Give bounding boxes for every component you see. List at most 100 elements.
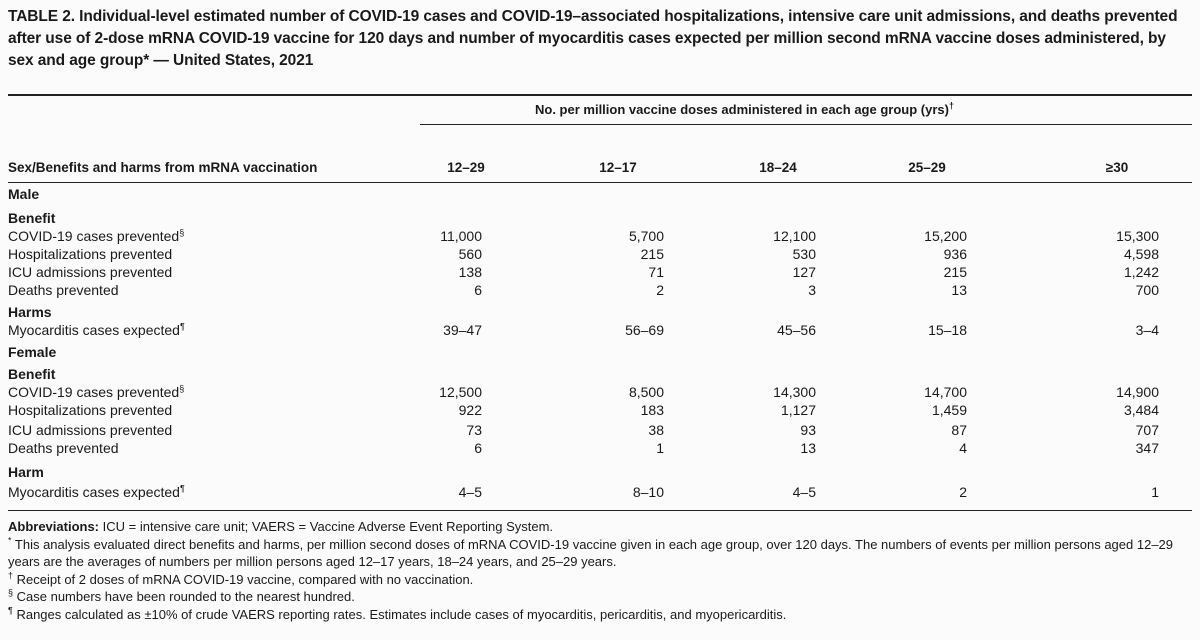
section-female: Female: [0, 344, 1200, 364]
table-row: ICU admissions prevented 73 38 93 87 707: [0, 422, 1200, 442]
section-label: Male: [8, 186, 40, 202]
table-row: ICU admissions prevented 138 71 127 215 …: [0, 264, 1200, 284]
table-row: Hospitalizations prevented 560 215 530 9…: [0, 246, 1200, 266]
row-label: Hospitalizations prevented: [8, 402, 173, 418]
spanner-rule: [420, 124, 1192, 125]
table-footnotes: Abbreviations: ICU = intensive care unit…: [8, 518, 1188, 623]
subsection-label: Benefit: [8, 210, 56, 226]
col-header-12-29: 12–29: [447, 160, 485, 175]
cell: 347: [1135, 440, 1159, 456]
subsection-harms: Harms: [0, 304, 1200, 324]
row-label: ICU admissions prevented: [8, 422, 173, 438]
row-label: Myocarditis cases expected¶: [8, 321, 185, 338]
col-header-25-29: 25–29: [908, 160, 946, 175]
cell: 3–4: [1135, 322, 1159, 338]
row-label: Myocarditis cases expected¶: [8, 483, 185, 500]
row-label: Hospitalizations prevented: [8, 246, 173, 262]
table-row: Deaths prevented 6 1 13 4 347: [0, 440, 1200, 460]
cell: 5,700: [628, 228, 664, 244]
col-header-18-24: 18–24: [759, 160, 797, 175]
table-row: COVID-19 cases prevented§ 12,500 8,500 1…: [0, 384, 1200, 404]
cell: 11,000: [440, 228, 482, 244]
cell: 14,300: [773, 384, 816, 400]
cell: 560: [458, 246, 482, 262]
cell: 215: [943, 264, 967, 280]
footnote-section: § Case numbers have been rounded to the …: [8, 587, 355, 604]
cell: 6: [474, 282, 482, 298]
cell: 127: [792, 264, 816, 280]
cell: 13: [951, 282, 967, 298]
table-title: TABLE 2. Individual-level estimated numb…: [8, 8, 1178, 69]
spanner-mark: †: [948, 100, 954, 111]
cell: 8,500: [628, 384, 664, 400]
cell: 38: [648, 422, 664, 438]
cell: 87: [951, 422, 967, 438]
cell: 700: [1135, 282, 1159, 298]
cell: 1,459: [931, 402, 967, 418]
table-row: COVID-19 cases prevented§ 11,000 5,700 1…: [0, 228, 1200, 248]
cell: 12,100: [773, 228, 816, 244]
table-row: Myocarditis cases expected¶ 39–47 56–69 …: [0, 322, 1200, 342]
header-rule: [8, 182, 1192, 183]
cell: 6: [474, 440, 482, 456]
cell: 14,900: [1116, 384, 1159, 400]
cell: 530: [792, 246, 816, 262]
row-header-label: Sex/Benefits and harms from mRNA vaccina…: [8, 160, 318, 175]
cell: 14,700: [924, 384, 967, 400]
section-label: Female: [8, 344, 57, 360]
cell: 707: [1135, 422, 1159, 438]
spanner-text: No. per million vaccine doses administer…: [535, 102, 949, 117]
cell: 4: [959, 440, 967, 456]
subsection-label: Harms: [8, 304, 52, 320]
table-row: Deaths prevented 6 2 3 13 700: [0, 282, 1200, 302]
cell: 71: [648, 264, 664, 280]
row-label: ICU admissions prevented: [8, 264, 173, 280]
cell: 12,500: [439, 384, 482, 400]
cell: 4,598: [1123, 246, 1159, 262]
cell: 39–47: [443, 322, 482, 338]
cell: 922: [458, 402, 482, 418]
cell: 183: [640, 402, 664, 418]
cell: 2: [959, 484, 967, 500]
footnote-abbreviations: Abbreviations: ICU = intensive care unit…: [8, 519, 554, 534]
row-label: COVID-19 cases prevented§: [8, 227, 185, 244]
subsection-label: Harm: [8, 464, 44, 480]
row-label: Deaths prevented: [8, 282, 119, 298]
table-row: Hospitalizations prevented 922 183 1,127…: [0, 402, 1200, 422]
title-rule: [8, 94, 1192, 96]
footnote-dagger: † Receipt of 2 doses of mRNA COVID-19 va…: [8, 570, 474, 587]
cell: 936: [943, 246, 967, 262]
subsection-label: Benefit: [8, 366, 56, 382]
subsection-harm: Harm: [0, 464, 1200, 484]
cell: 4–5: [458, 484, 482, 500]
cell: 1: [1151, 484, 1159, 500]
cell: 3,484: [1123, 402, 1159, 418]
row-label: Deaths prevented: [8, 440, 119, 456]
footnote-pilcrow: ¶ Ranges calculated as ±10% of crude VAE…: [8, 605, 787, 622]
subsection-benefit: Benefit: [0, 366, 1200, 386]
cell: 3: [808, 282, 816, 298]
subsection-benefit: Benefit: [0, 210, 1200, 230]
cell: 73: [466, 422, 482, 438]
cell: 4–5: [792, 484, 816, 500]
cell: 215: [640, 246, 664, 262]
table-bottom-rule: [8, 510, 1192, 511]
col-header-12-17: 12–17: [599, 160, 637, 175]
section-male: Male: [0, 186, 1200, 206]
column-spanner: No. per million vaccine doses administer…: [535, 100, 954, 117]
cell: 15,300: [1116, 228, 1159, 244]
cell: 1: [656, 440, 664, 456]
cell: 15–18: [928, 322, 967, 338]
cell: 1,127: [780, 402, 816, 418]
cell: 93: [800, 422, 816, 438]
cell: 56–69: [625, 322, 664, 338]
footnote-star: * This analysis evaluated direct benefit…: [8, 535, 1174, 569]
cell: 15,200: [924, 228, 967, 244]
cell: 1,242: [1123, 264, 1159, 280]
cell: 8–10: [632, 484, 664, 500]
table-row: Myocarditis cases expected¶ 4–5 8–10 4–5…: [0, 484, 1200, 504]
cell: 13: [800, 440, 816, 456]
row-label: COVID-19 cases prevented§: [8, 383, 185, 400]
cell: 2: [656, 282, 664, 298]
